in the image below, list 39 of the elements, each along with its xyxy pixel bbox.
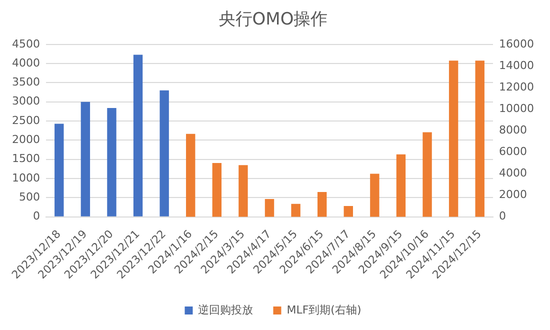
bar	[291, 204, 300, 217]
y2-tick-label: 6000	[499, 145, 528, 158]
y-tick-label: 3000	[12, 94, 40, 108]
y-tick-label: 0	[32, 210, 40, 223]
bar	[264, 199, 274, 217]
bar	[475, 60, 484, 217]
y-tick-label: 1000	[12, 171, 40, 184]
y-tick-label: 4000	[12, 56, 40, 70]
y-tick-label: 500	[18, 190, 40, 204]
y-tick-label: 3500	[12, 76, 40, 89]
bar	[370, 174, 380, 217]
bar	[344, 206, 353, 217]
y2-tick-label: 12000	[499, 80, 534, 94]
bar	[160, 90, 169, 216]
bar	[317, 192, 327, 217]
bar	[133, 54, 143, 216]
bar	[54, 124, 64, 216]
y-tick-label: 2000	[12, 133, 40, 146]
bar	[422, 132, 432, 217]
chart-title: 央行OMO操作	[218, 10, 328, 30]
bar	[186, 134, 196, 217]
bar	[448, 60, 458, 217]
y2-tick-label: 10000	[499, 102, 534, 115]
bar	[107, 108, 116, 216]
legend-label: 逆回购投放	[198, 303, 254, 316]
y2-tick-label: 16000	[499, 37, 534, 50]
y2-tick-label: 4000	[499, 166, 528, 180]
y-tick-label: 4500	[12, 37, 40, 50]
y2-tick-label: 8000	[499, 123, 528, 136]
y-tick-label: 2500	[12, 114, 40, 127]
legend-label: MLF到期(右轴)	[286, 303, 362, 316]
bar	[212, 162, 222, 217]
y2-tick-label: 0	[499, 210, 506, 223]
y-tick-label: 1500	[12, 152, 40, 166]
y2-tick-label: 2000	[499, 188, 528, 202]
y2-tick-label: 14000	[499, 58, 534, 72]
bar	[80, 102, 90, 216]
bar	[238, 165, 248, 217]
bar	[396, 154, 406, 217]
